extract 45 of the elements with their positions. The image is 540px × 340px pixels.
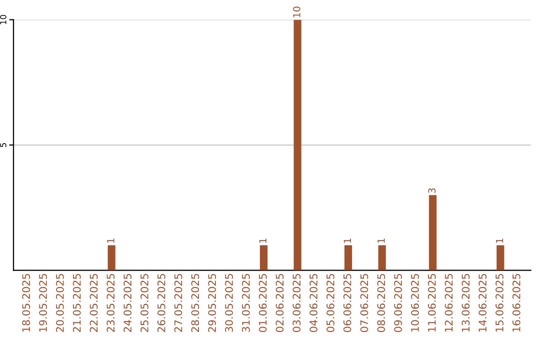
x-tick-label: 06.06.2025 bbox=[343, 274, 352, 332]
x-tick-label: 04.06.2025 bbox=[310, 274, 318, 332]
data-label: 1 bbox=[259, 238, 266, 243]
x-tick-label: 12.06.2025 bbox=[444, 274, 453, 332]
x-tick-label: 05.06.2025 bbox=[326, 274, 334, 332]
bar bbox=[294, 20, 302, 270]
bar bbox=[428, 195, 437, 270]
data-label: 1 bbox=[344, 238, 351, 243]
x-tick-label: 26.05.2025 bbox=[157, 274, 166, 332]
x-tick-label: 25.05.2025 bbox=[140, 274, 148, 332]
data-label: 1 bbox=[378, 238, 385, 243]
data-label: 1 bbox=[107, 238, 114, 243]
bar bbox=[108, 245, 116, 270]
x-tick-label: 10.06.2025 bbox=[411, 274, 419, 332]
x-tick-label: 09.06.2025 bbox=[394, 274, 402, 332]
x-tick-label: 27.05.2025 bbox=[174, 274, 182, 332]
x-tick-label: 07.06.2025 bbox=[360, 274, 368, 332]
x-tick-label: 08.06.2025 bbox=[377, 274, 386, 332]
x-tick-label: 18.05.2025 bbox=[22, 274, 30, 332]
x-tick-label: 21.05.2025 bbox=[72, 274, 81, 332]
x-tick-label: 31.05.2025 bbox=[242, 274, 250, 332]
x-tick-label: 15.06.2025 bbox=[496, 274, 504, 332]
x-tick-label: 14.06.2025 bbox=[478, 274, 487, 332]
x-tick-label: 22.05.2025 bbox=[90, 274, 98, 332]
x-tick-label: 23.05.2025 bbox=[106, 274, 115, 332]
bar bbox=[496, 245, 504, 270]
x-tick-label: 02.06.2025 bbox=[276, 274, 284, 332]
data-label: 1 bbox=[496, 238, 504, 243]
data-label: 3 bbox=[428, 188, 436, 193]
x-tick-label: 11.06.2025 bbox=[428, 274, 436, 332]
bar bbox=[378, 245, 386, 270]
x-tick-label: 28.05.2025 bbox=[191, 274, 200, 332]
x-tick-label: 16.06.2025 bbox=[512, 274, 520, 332]
bar bbox=[260, 245, 268, 270]
x-tick-label: 01.06.2025 bbox=[258, 274, 267, 332]
x-tick-label: 24.05.2025 bbox=[124, 274, 132, 332]
bar bbox=[344, 245, 352, 270]
data-label: 10 bbox=[292, 6, 300, 18]
x-tick-label: 19.05.2025 bbox=[39, 274, 47, 332]
x-tick-label: 29.05.2025 bbox=[208, 274, 216, 332]
y-tick-label: 5 bbox=[0, 143, 6, 148]
x-tick-label: 20.05.2025 bbox=[56, 274, 64, 332]
x-tick-label: 13.06.2025 bbox=[462, 274, 470, 332]
x-tick-label: 30.05.2025 bbox=[225, 274, 233, 332]
x-tick-label: 03.06.2025 bbox=[292, 274, 301, 332]
